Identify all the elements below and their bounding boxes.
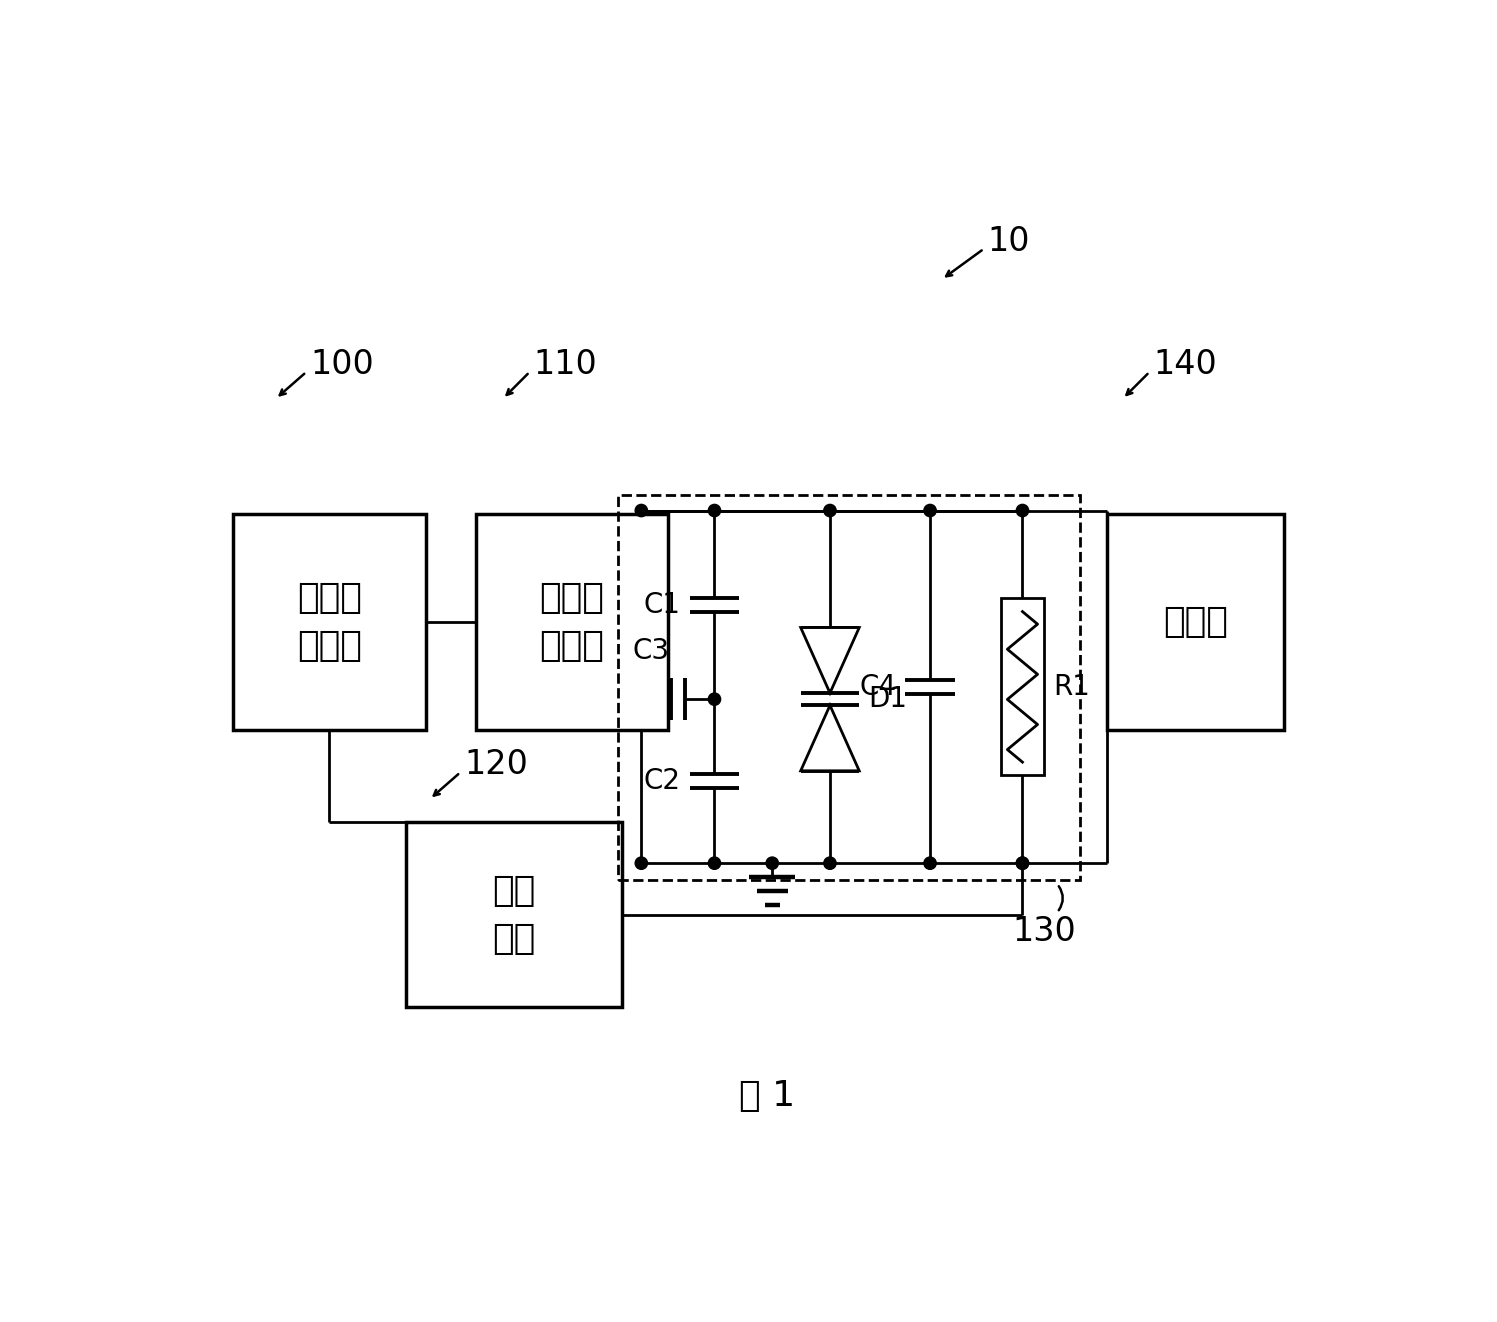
Text: 100: 100 — [310, 348, 374, 381]
Bar — [234, 514, 425, 730]
Circle shape — [766, 857, 778, 870]
Text: D1: D1 — [868, 685, 907, 713]
Bar — [476, 514, 668, 730]
Circle shape — [635, 505, 648, 517]
Circle shape — [708, 505, 720, 517]
Text: 10: 10 — [988, 225, 1030, 258]
Circle shape — [708, 693, 720, 706]
Bar — [1108, 514, 1284, 730]
Circle shape — [823, 505, 837, 517]
Bar — [1001, 599, 1043, 776]
Text: 变压谐
振电路: 变压谐 振电路 — [539, 582, 605, 662]
Polygon shape — [801, 628, 859, 693]
Bar — [407, 822, 623, 1007]
Circle shape — [1016, 857, 1028, 870]
Text: 图 1: 图 1 — [738, 1079, 795, 1113]
Text: 140: 140 — [1153, 348, 1217, 381]
Text: 保护
电路: 保护 电路 — [493, 874, 536, 956]
Text: C4: C4 — [859, 673, 897, 701]
Circle shape — [1016, 505, 1028, 517]
Circle shape — [708, 857, 720, 870]
Circle shape — [823, 857, 837, 870]
Text: 驱动开
关电路: 驱动开 关电路 — [296, 582, 362, 662]
Text: 130: 130 — [1012, 915, 1076, 948]
Text: R1: R1 — [1054, 673, 1090, 701]
Text: C1: C1 — [644, 591, 681, 619]
Text: C2: C2 — [644, 767, 681, 796]
Circle shape — [924, 505, 936, 517]
Text: 110: 110 — [533, 348, 597, 381]
Bar — [618, 496, 1081, 880]
Text: 120: 120 — [464, 748, 528, 781]
Circle shape — [924, 857, 936, 870]
Polygon shape — [801, 706, 859, 771]
Text: C3: C3 — [632, 637, 669, 665]
Text: 灯管组: 灯管组 — [1163, 605, 1228, 639]
Circle shape — [635, 857, 648, 870]
Circle shape — [1016, 857, 1028, 870]
